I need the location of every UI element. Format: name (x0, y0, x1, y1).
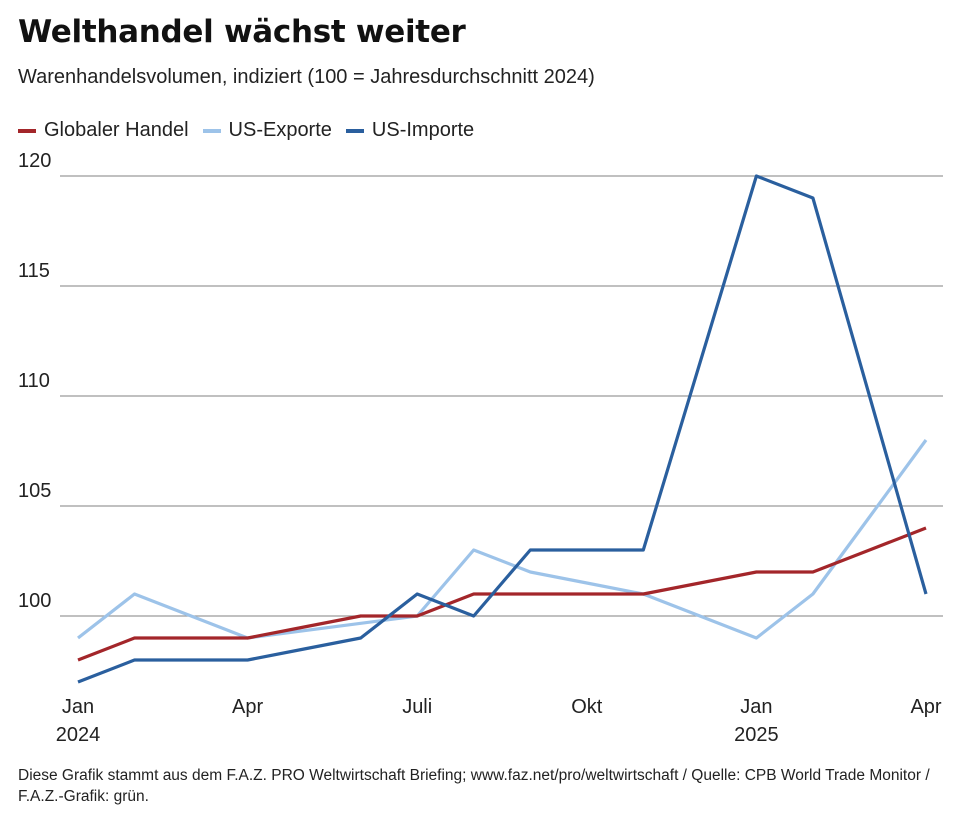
x-tick-label-3: Okt (571, 696, 603, 718)
legend-label-us-importe: US-Importe (371, 119, 475, 141)
line-chart: 100 105 110 115 120 Jan 2024 Apr Juli Okt Jan 2025 A… (18, 150, 943, 746)
legend-label-globaler-handel: Globaler Handel (44, 119, 189, 141)
legend-swatch-us-importe (345, 128, 364, 133)
x-tick-sublabel-0: 2024 (56, 724, 101, 746)
legend-label-us-exporte: US-Exporte (228, 119, 332, 141)
chart-footer: Diese Grafik stammt aus dem F.A.Z. PRO W… (18, 767, 930, 805)
series-line-globaler-handel (77, 526, 927, 662)
legend-item-us-importe: US-Importe (345, 119, 475, 142)
series-line-us-importe (77, 174, 928, 684)
legend-swatch-globaler-handel (18, 128, 36, 133)
x-tick-label-0: Jan (62, 696, 94, 718)
x-tick-sublabel-4: 2025 (734, 724, 779, 746)
y-tick-label-105: 105 (18, 480, 51, 502)
legend-swatch-us-exporte (202, 128, 221, 133)
y-tick-label-100: 100 (18, 590, 51, 612)
chart-legend: Globaler Handel US-Exporte US-Importe (18, 119, 488, 142)
x-tick-label-5: Apr (910, 696, 941, 718)
legend-item-globaler-handel: Globaler Handel (18, 119, 189, 142)
y-tick-label-120: 120 (18, 150, 51, 172)
chart-subtitle: Warenhandelsvolumen, indiziert (100 = Ja… (18, 66, 595, 88)
y-tick-label-110: 110 (18, 370, 50, 392)
y-tick-label-115: 115 (18, 260, 50, 282)
chart-title: Welthandel wächst weiter (18, 14, 466, 50)
legend-item-us-exporte: US-Exporte (202, 119, 332, 142)
x-tick-label-2: Juli (402, 696, 432, 718)
x-tick-label-1: Apr (232, 696, 263, 718)
x-tick-label-4: Jan (740, 696, 772, 718)
series-line-us-exporte (77, 439, 928, 640)
